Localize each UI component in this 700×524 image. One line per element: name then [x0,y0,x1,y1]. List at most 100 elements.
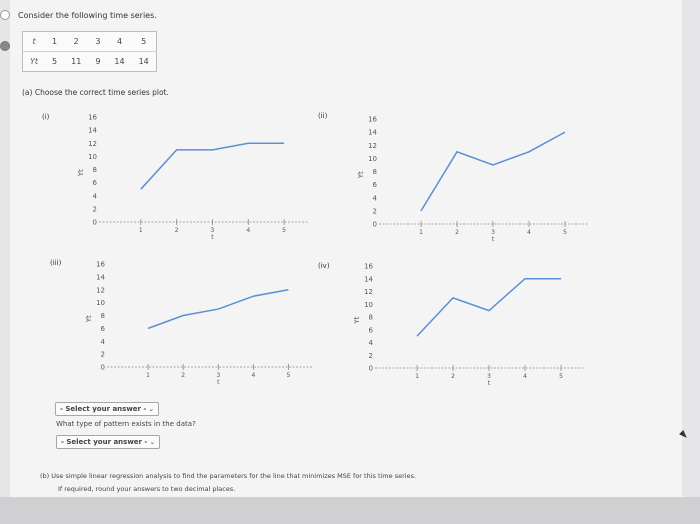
x-tick-label: 5 [559,373,563,380]
part-b-note: If required, round your answers to two d… [58,485,236,493]
table-cell: 14 [114,57,125,66]
y-tick-label: 12 [368,142,377,150]
y-tick-label: 16 [96,261,105,269]
x-tick-label: 3 [211,227,215,234]
pattern-type-select[interactable]: - Select your answer - ⌄ [56,435,161,449]
y-tick-label: 14 [96,273,105,281]
pattern-plot-select[interactable]: - Select your answer - ⌄ [55,402,160,416]
pattern-question: What type of pattern exists in the data? [56,420,196,428]
chevron-down-icon: ⌄ [148,405,155,413]
y-tick-label: 16 [364,263,373,271]
series-line [416,278,561,337]
y-axis-label: Yt [357,171,365,179]
y-tick-label: 12 [364,288,373,296]
x-tick-label: 2 [181,372,185,379]
table-cell: 1 [45,31,65,52]
y-tick-label: 12 [88,140,97,148]
x-tick-label: 1 [146,372,150,379]
y-tick-label: 8 [369,314,373,322]
x-tick-label: 3 [491,229,495,236]
y-tick-label: 2 [369,352,373,360]
option-ii-label: (ii) [318,112,328,120]
y-tick-label: 4 [373,194,378,202]
table-cell: 3 [88,31,108,52]
y-tick-label: 6 [93,179,98,187]
flag-icon[interactable] [0,10,10,20]
table-cell: 5 [52,57,58,66]
question-prompt: Consider the following time series. [18,11,157,20]
x-tick-label: 3 [487,373,491,380]
series-line [147,289,289,330]
y-tick-label: 0 [101,364,105,372]
select-value: - Select your answer - [61,438,148,446]
table-cell: 2 [64,31,89,52]
y-tick-label: 14 [88,127,97,135]
x-axis-label: t [488,380,491,387]
y-tick-label: 6 [373,181,378,189]
option-i-label: (i) [42,113,50,121]
x-tick-label: 3 [216,372,220,379]
table-cell: 5 [131,31,157,52]
series-line [420,131,566,212]
y-header: Yt [30,57,39,66]
y-tick-label: 6 [101,325,106,333]
x-tick-label: 5 [282,227,286,234]
x-tick-label: 1 [419,229,423,236]
table-row-y: Yt 5 11 9 14 14 [23,52,157,72]
table-cell: 11 [71,57,82,66]
y-tick-label: 0 [369,365,373,373]
y-tick-label: 10 [96,299,105,307]
y-tick-label: 2 [101,351,105,359]
y-tick-label: 0 [93,219,97,227]
x-tick-label: 4 [523,373,527,380]
x-axis-label: t [492,236,495,243]
y-axis-label: Yt [77,169,85,177]
y-tick-label: 14 [368,129,377,137]
status-icon [0,41,10,51]
x-tick-label: 2 [175,227,179,234]
y-tick-label: 4 [93,192,98,200]
x-axis-label: t [211,234,214,241]
x-tick-label: 4 [527,229,531,236]
y-tick-label: 12 [96,286,105,294]
y-tick-label: 10 [368,155,377,163]
y-tick-label: 8 [101,312,105,320]
x-tick-label: 5 [563,229,567,236]
y-axis-label: Yt [353,316,361,324]
time-series-table: t 1 2 3 4 5 Yt 5 11 9 14 14 [22,31,157,72]
table-cell: 9 [95,57,101,66]
x-tick-label: 4 [246,227,250,234]
question-page [10,0,682,500]
x-tick-label: 4 [251,372,255,379]
x-axis-label: t [217,379,220,386]
t-header: t [22,31,46,52]
y-tick-label: 8 [373,168,377,176]
x-tick-label: 5 [287,372,291,379]
y-tick-label: 8 [93,166,97,174]
x-tick-label: 1 [139,227,143,234]
y-tick-label: 6 [369,326,374,334]
chevron-down-icon: ⌄ [149,438,156,446]
x-tick-label: 2 [455,229,459,236]
y-tick-label: 16 [368,116,377,124]
part-b-instruction: (b) Use simple linear regression analysi… [40,472,417,480]
option-iii-label: (iii) [50,259,62,267]
y-tick-label: 4 [369,339,374,347]
bottom-bar [0,497,700,524]
part-a-instruction: (a) Choose the correct time series plot. [22,88,169,97]
select-value: - Select your answer - [60,405,147,413]
y-axis-label: Yt [85,315,93,323]
y-tick-label: 4 [101,338,106,346]
x-tick-label: 2 [451,373,455,380]
table-cell: 4 [107,31,132,52]
y-tick-label: 16 [88,114,97,122]
option-iv-label: (iv) [318,262,330,270]
series-line [140,142,285,190]
y-tick-label: 10 [364,301,373,309]
y-tick-label: 2 [93,205,97,213]
y-tick-label: 2 [373,207,377,215]
